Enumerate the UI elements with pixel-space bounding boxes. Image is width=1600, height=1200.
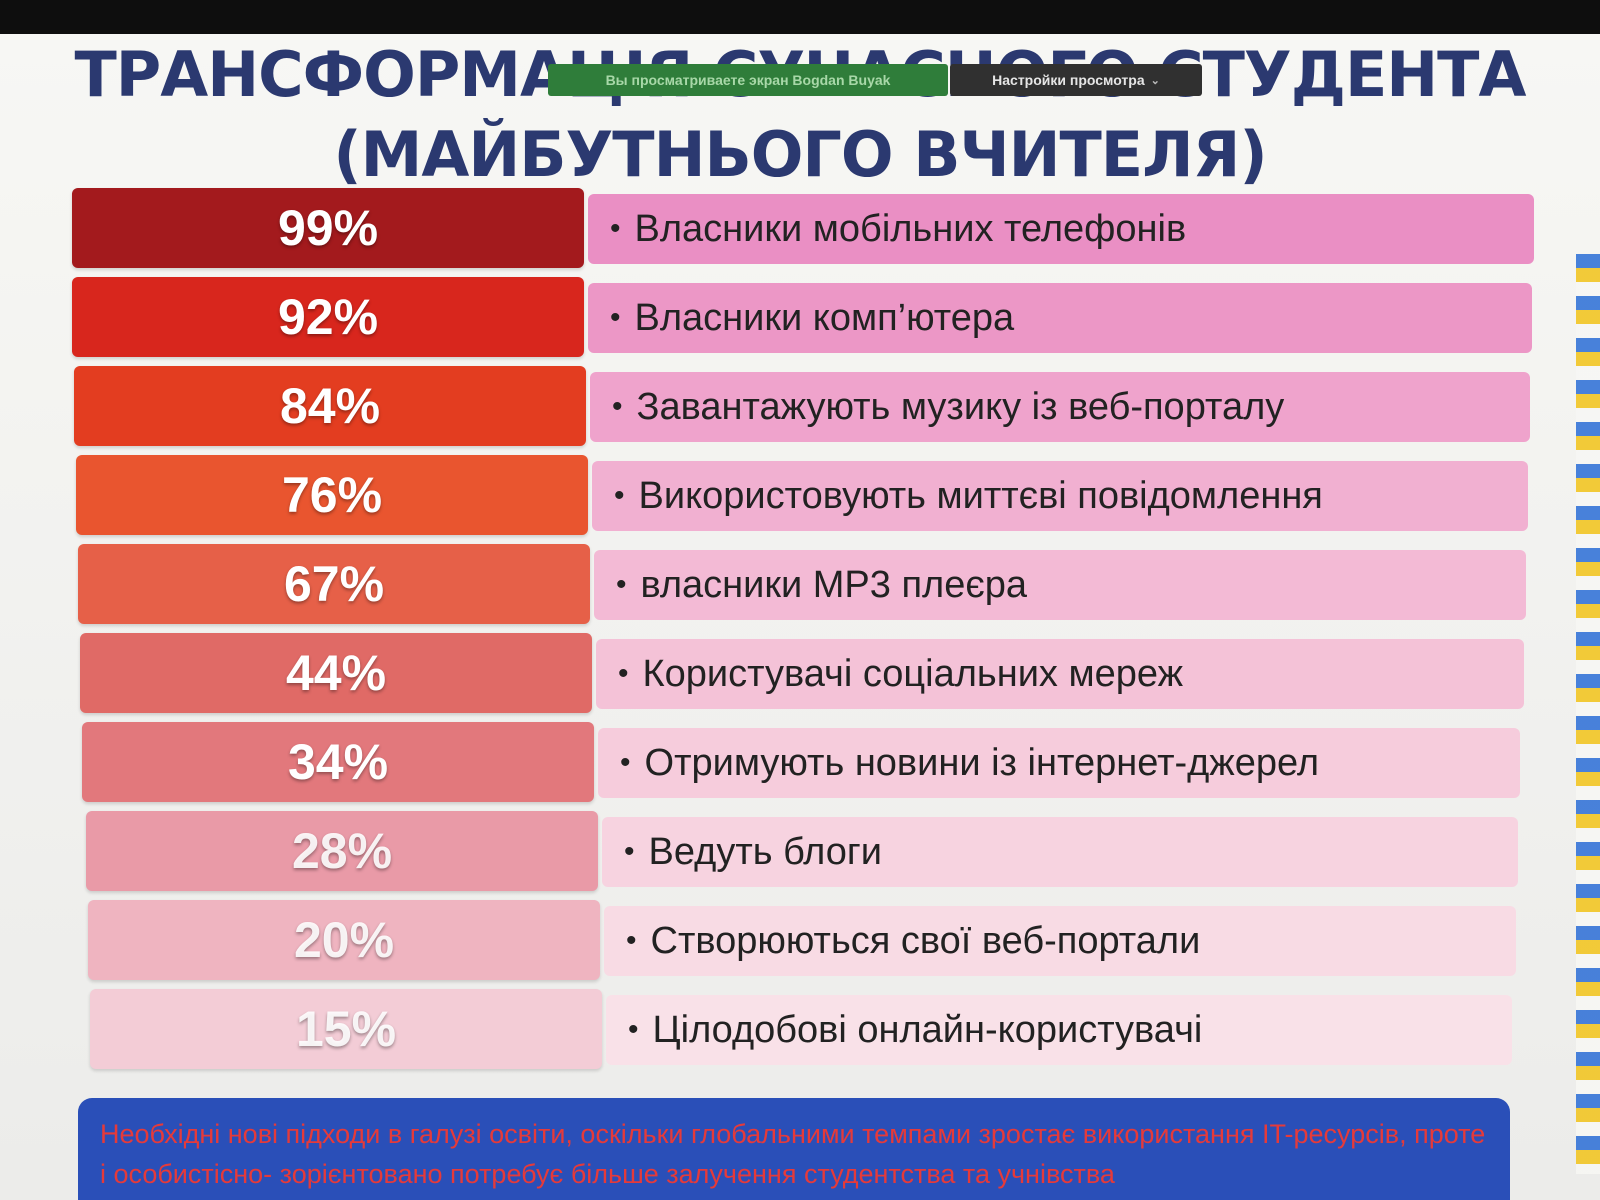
stat-percentage: 28% — [86, 811, 598, 891]
stat-row: 28% • Ведуть блоги — [86, 811, 1518, 891]
stat-row: 34% • Отримують новини із інтернет-джерел — [82, 722, 1520, 802]
stat-label-band: • Отримують новини із інтернет-джерел — [598, 728, 1520, 798]
stat-percentage: 44% — [80, 633, 592, 713]
stat-label: Власники комп’ютера — [634, 296, 1015, 339]
bullet-icon: • — [610, 301, 621, 334]
stat-label: Користувачі соціальних мереж — [642, 652, 1183, 695]
stat-row: 15% • Цілодобові онлайн-користувачі — [90, 989, 1512, 1069]
stat-percentage: 92% — [72, 277, 584, 357]
bullet-icon: • — [610, 212, 621, 245]
stat-row: 67% • власники MP3 плеєра — [78, 544, 1526, 624]
stat-row: 92% • Власники комп’ютера — [72, 277, 1532, 357]
top-bar — [0, 0, 1600, 34]
bullet-icon: • — [614, 479, 625, 512]
stat-label: Використовують миттєві повідомлення — [638, 474, 1323, 517]
stat-label: Ведуть блоги — [648, 830, 882, 873]
stat-row: 99% • Власники мобільних телефонів — [72, 188, 1534, 268]
stat-row: 44% • Користувачі соціальних мереж — [80, 633, 1524, 713]
bullet-icon: • — [628, 1013, 639, 1046]
view-settings-label: Настройки просмотра — [992, 72, 1145, 88]
bullet-icon: • — [620, 746, 631, 779]
stat-label: Власники мобільних телефонів — [634, 207, 1187, 250]
slide: Вы просматриваете экран Bogdan Buyak Нас… — [0, 34, 1600, 1200]
bullet-icon: • — [618, 657, 629, 690]
stat-label-band: • Створюються свої веб-портали — [604, 906, 1516, 976]
view-settings-button[interactable]: Настройки просмотра ⌄ — [950, 64, 1202, 96]
chevron-down-icon: ⌄ — [1150, 74, 1160, 87]
stat-label-band: • власники MP3 плеєра — [594, 550, 1526, 620]
stat-row: 76% • Використовують миттєві повідомлення — [76, 455, 1528, 535]
stat-label-band: • Власники мобільних телефонів — [588, 194, 1534, 264]
stat-label-band: • Використовують миттєві повідомлення — [592, 461, 1528, 531]
stat-label: Отримують новини із інтернет-джерел — [644, 741, 1320, 784]
bullet-icon: • — [612, 390, 623, 423]
stat-percentage: 99% — [72, 188, 584, 268]
stat-label-band: • Завантажують музику із веб-порталу — [590, 372, 1530, 442]
bullet-icon: • — [624, 835, 635, 868]
stat-label-band: • Ведуть блоги — [602, 817, 1518, 887]
stat-percentage: 67% — [78, 544, 590, 624]
decorative-ornament — [1576, 254, 1600, 1174]
stat-label-band: • Користувачі соціальних мереж — [596, 639, 1524, 709]
screen-share-banner: Вы просматриваете экран Bogdan Buyak — [548, 64, 948, 96]
stat-percentage: 20% — [88, 900, 600, 980]
stat-row: 84% • Завантажують музику із веб-порталу — [74, 366, 1530, 446]
stat-label: Завантажують музику із веб-порталу — [636, 385, 1285, 428]
conclusion-box: Необхідні нові підходи в галузі освіти, … — [78, 1098, 1510, 1200]
bullet-icon: • — [616, 568, 627, 601]
stat-percentage: 76% — [76, 455, 588, 535]
stat-label: Створюються свої веб-портали — [650, 919, 1201, 962]
stat-label: власники MP3 плеєра — [640, 563, 1027, 606]
stat-label-band: • Власники комп’ютера — [588, 283, 1532, 353]
bullet-icon: • — [626, 924, 637, 957]
stat-percentage: 34% — [82, 722, 594, 802]
stat-percentage: 15% — [90, 989, 602, 1069]
slide-subtitle: (МАЙБУТНЬОГО ВЧИТЕЛЯ) — [333, 118, 1267, 191]
stat-row: 20% • Створюються свої веб-портали — [88, 900, 1516, 980]
conclusion-text: Необхідні нові підходи в галузі освіти, … — [100, 1119, 1486, 1189]
stat-percentage: 84% — [74, 366, 586, 446]
stat-label: Цілодобові онлайн-користувачі — [652, 1008, 1203, 1051]
stat-label-band: • Цілодобові онлайн-користувачі — [606, 995, 1512, 1065]
